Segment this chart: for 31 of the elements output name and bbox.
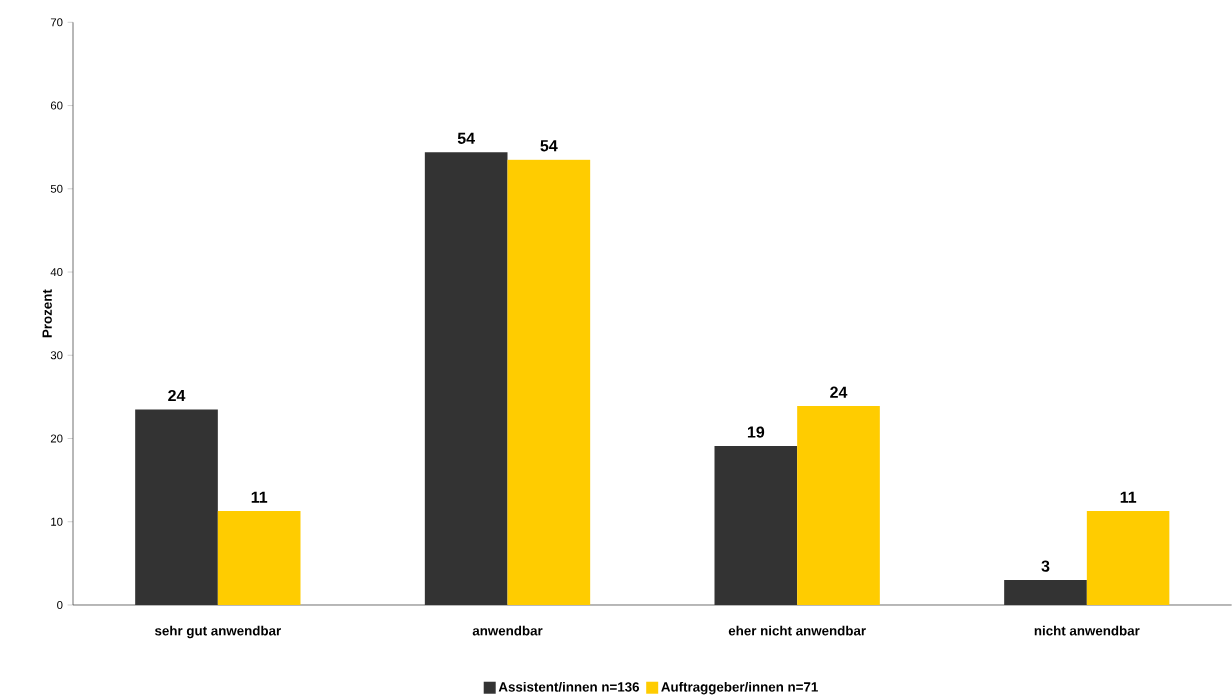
y-tick-label: 20 [50, 434, 63, 443]
y-tick-label: 30 [50, 351, 63, 360]
bar [217, 510, 301, 605]
x-tick-label: eher nicht anwendbar [728, 625, 866, 636]
bar [507, 159, 591, 605]
y-tick-label: 0 [57, 600, 63, 609]
data-label: 54 [540, 140, 558, 152]
x-tick-label: nicht anwendbar [1034, 625, 1140, 636]
y-axis-title: Prozent [42, 289, 52, 338]
bar [797, 406, 880, 605]
data-label: 11 [251, 491, 268, 503]
y-tick-label: 10 [51, 517, 63, 526]
x-tick-label: sehr gut anwendbar [154, 625, 281, 639]
legend-label: Auftraggeber/innen n=71 [661, 681, 818, 695]
bar [135, 409, 218, 605]
bar [1086, 510, 1170, 605]
data-label: 24 [830, 386, 848, 398]
data-label: 19 [747, 426, 765, 438]
bar [424, 152, 508, 605]
data-label: 3 [1041, 560, 1050, 572]
data-label: 24 [168, 389, 186, 402]
y-tick-label: 70 [50, 18, 63, 27]
x-tick-label: anwendbar [472, 625, 543, 636]
y-tick-label: 40 [50, 268, 63, 277]
y-tick-label: 60 [50, 101, 63, 110]
bar [1004, 580, 1087, 605]
data-label: 11 [1120, 491, 1137, 503]
bar [714, 446, 798, 605]
data-label: 54 [457, 132, 475, 144]
y-tick-label: 50 [50, 184, 63, 193]
legend-label: Assistent/innen n=136 [498, 681, 640, 692]
